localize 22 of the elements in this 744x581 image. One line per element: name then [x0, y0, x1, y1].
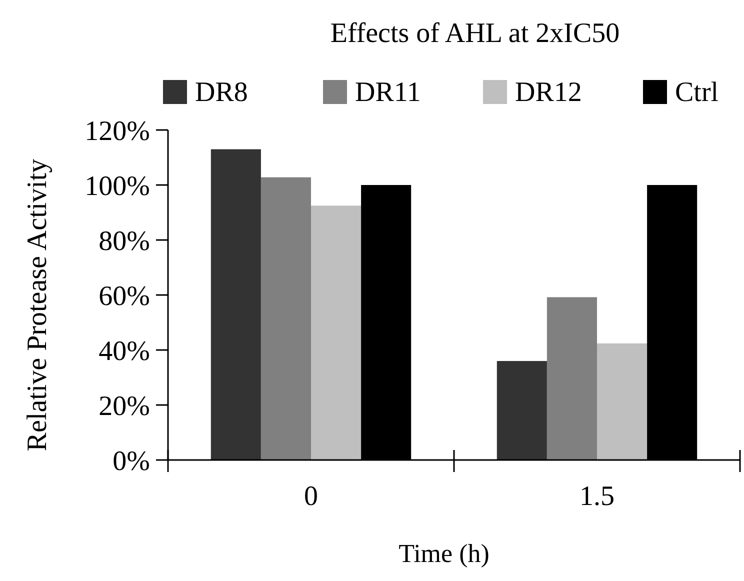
- legend-label: DR11: [355, 77, 421, 108]
- y-tick-label: 40%: [98, 336, 150, 367]
- bar: [311, 206, 362, 460]
- legend-label: DR8: [195, 77, 248, 108]
- bar: [210, 149, 261, 460]
- y-tick-label: 0%: [112, 446, 150, 477]
- x-axis-title: Time (h): [398, 539, 490, 568]
- y-tick-label: 100%: [84, 170, 150, 202]
- bar: [260, 177, 311, 460]
- bar: [597, 343, 648, 460]
- x-tick-label: 1.5: [580, 481, 614, 512]
- bar: [546, 297, 597, 460]
- y-axis-title: Relative Protease Activity: [22, 158, 53, 452]
- y-tick-label: 60%: [98, 280, 150, 312]
- x-tick-label: 0: [304, 481, 318, 512]
- chart-title: Effects of AHL at 2xIC50: [330, 18, 620, 49]
- bar: [496, 361, 547, 460]
- legend-label: Ctrl: [675, 77, 719, 108]
- y-tick-label: 120%: [84, 116, 150, 147]
- y-tick-label: 80%: [98, 226, 150, 257]
- y-tick-label: 20%: [98, 390, 150, 422]
- legend-label: DR12: [515, 77, 582, 108]
